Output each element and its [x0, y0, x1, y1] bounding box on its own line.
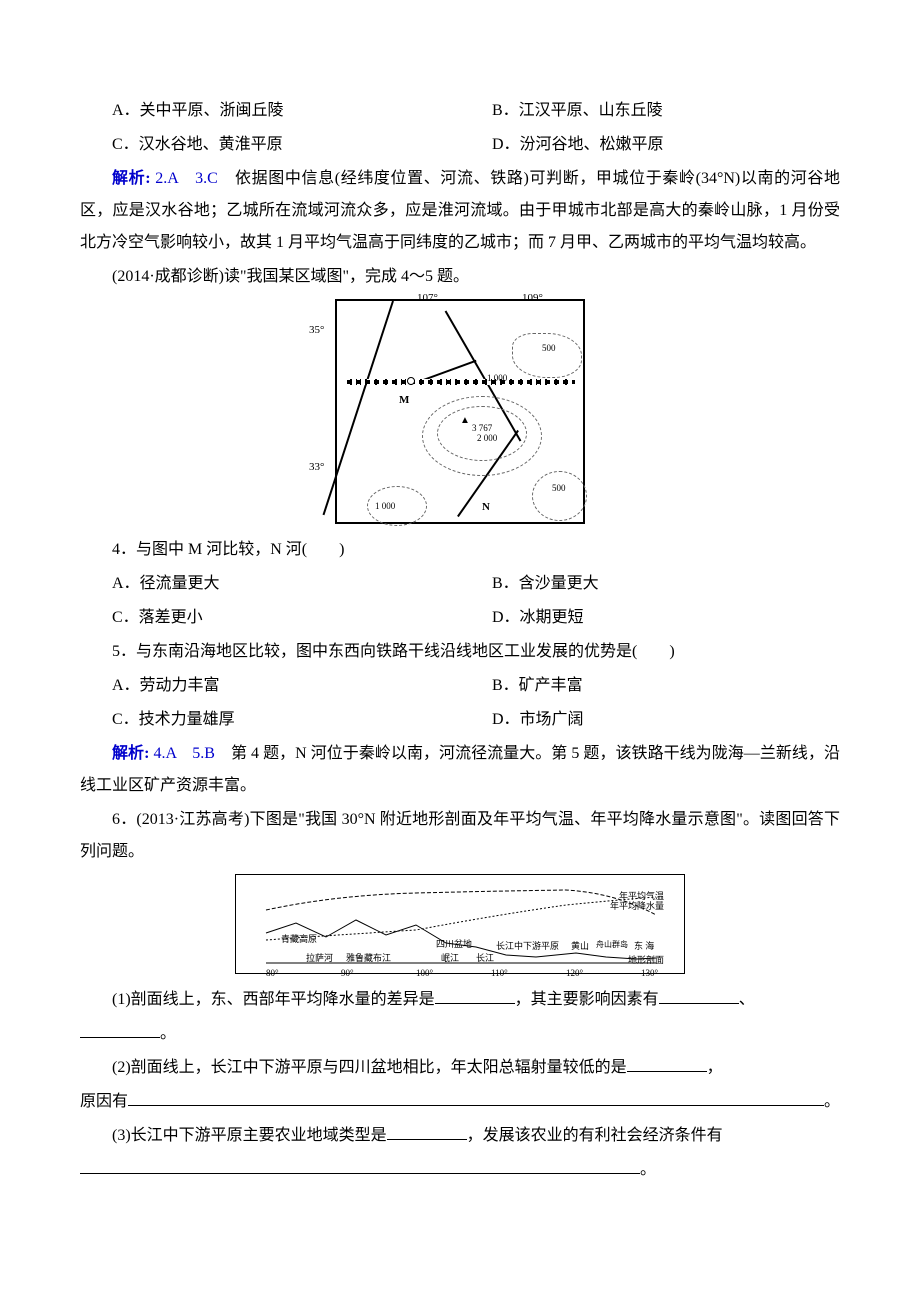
q6-1: (1)剖面线上，东、西部年平均降水量的差异是 ，其主要影响因素有 、	[80, 984, 840, 1016]
lat-35: 35°	[309, 319, 324, 341]
q4-b: B．含沙量更大	[460, 568, 840, 600]
river-west	[323, 301, 394, 516]
q6-2end: 。	[824, 1086, 840, 1118]
q6-1end: 。	[160, 1025, 176, 1042]
q6-1a: (1)剖面线上，东、西部年平均降水量的差异是	[112, 991, 435, 1008]
figure-profile-wrap: 年平均气温 年平均降水量 地形剖面 青藏高原 四川盆地 长江中下游平原 黄山 舟…	[80, 874, 840, 974]
xt-5: 130°	[641, 964, 658, 982]
peak-triangle: ▲	[460, 411, 470, 431]
option-c: C．汉水谷地、黄淮平原	[80, 129, 460, 161]
cl-1000a: 1 000	[487, 369, 507, 387]
answer-key-23: 2.A 3.C	[151, 170, 235, 187]
label-m: M	[399, 389, 409, 411]
lon-109: 109°	[522, 287, 543, 309]
region-3: 黄山	[571, 937, 589, 955]
region-2: 长江中下游平原	[496, 937, 559, 955]
xt-2: 100°	[416, 964, 433, 982]
lon-107: 107°	[417, 287, 438, 309]
q6-2b: ，	[707, 1059, 723, 1076]
explanation-2-3: 解析: 2.A 3.C 依据图中信息(经纬度位置、河流、铁路)可判断，甲城位于秦…	[80, 163, 840, 259]
q5-a: A．劳动力丰富	[80, 670, 460, 702]
q6-3a: (3)长江中下游平原主要农业地域类型是	[112, 1127, 387, 1144]
q6-1b: ，其主要影响因素有	[515, 991, 659, 1008]
blank-1a[interactable]	[435, 990, 515, 1004]
q6-2-row2: 原因有 。	[80, 1086, 840, 1118]
q5-b: B．矿产丰富	[460, 670, 840, 702]
region-5: 东 海	[634, 937, 654, 955]
label-n: N	[482, 496, 490, 518]
blank-1b[interactable]	[659, 990, 739, 1004]
river-0: 拉萨河	[306, 949, 333, 967]
q4-d: D．冰期更短	[460, 602, 840, 634]
marker-m	[407, 377, 415, 385]
xt-4: 120°	[566, 964, 583, 982]
explanation-label-45: 解析:	[112, 745, 149, 762]
xt-3: 110°	[491, 964, 508, 982]
q6-2a: (2)剖面线上，长江中下游平原与四川盆地相比，年太阳总辐射量较低的是	[112, 1059, 627, 1076]
explanation-label: 解析:	[112, 170, 151, 187]
q6-1c: 、	[739, 991, 755, 1008]
railway-line	[347, 379, 575, 385]
cl-1000b: 1 000	[375, 497, 395, 515]
q4-a: A．径流量更大	[80, 568, 460, 600]
q6-3b: ，发展该农业的有利社会经济条件有	[467, 1127, 723, 1144]
q6-3: (3)长江中下游平原主要农业地域类型是 ，发展该农业的有利社会经济条件有	[80, 1120, 840, 1152]
cl-500b: 500	[552, 479, 566, 497]
figure-profile: 年平均气温 年平均降水量 地形剖面 青藏高原 四川盆地 长江中下游平原 黄山 舟…	[235, 874, 685, 974]
option-d: D．汾河谷地、松嫩平原	[460, 129, 840, 161]
blank-3a[interactable]	[387, 1126, 467, 1140]
answer-key-45: 4.A 5.B	[149, 745, 231, 762]
q5-c: C．技术力量雄厚	[80, 704, 460, 736]
blank-2b[interactable]	[128, 1092, 824, 1106]
figure-map-wrap: 107° 109° 35° 33° M N 500 1 000 2 000 50…	[80, 299, 840, 524]
option-b: B．江汉平原、山东丘陵	[460, 95, 840, 127]
q6-3end: 。	[640, 1154, 656, 1186]
stem-6: 6．(2013·江苏高考)下图是"我国 30°N 附近地形剖面及年平均气温、年平…	[80, 804, 840, 868]
stem-45: (2014·成都诊断)读"我国某区域图"，完成 4～5 题。	[80, 261, 840, 293]
q6-2c: 原因有	[80, 1086, 128, 1118]
q5-d: D．市场广阔	[460, 704, 840, 736]
q6-3-row2: 。	[80, 1154, 840, 1186]
cl-500a: 500	[542, 339, 556, 357]
legend-precip: 年平均降水量	[610, 897, 664, 915]
q5-stem: 5．与东南沿海地区比较，图中东西向铁路干线沿线地区工业发展的优势是( )	[80, 636, 840, 668]
region-0: 青藏高原	[281, 930, 317, 948]
figure-map: 107° 109° 35° 33° M N 500 1 000 2 000 50…	[335, 299, 585, 524]
blank-2a[interactable]	[627, 1058, 707, 1072]
xt-1: 90°	[341, 964, 354, 982]
blank-3b[interactable]	[80, 1160, 640, 1174]
river-2: 岷江	[441, 949, 459, 967]
explanation-4-5: 解析: 4.A 5.B 第 4 题，N 河位于秦岭以南，河流径流量大。第 5 题…	[80, 738, 840, 802]
lat-33: 33°	[309, 456, 324, 478]
q4-stem: 4．与图中 M 河比较，N 河( )	[80, 534, 840, 566]
region-4: 舟山群岛	[596, 937, 628, 953]
xt-0: 80°	[266, 964, 279, 982]
peak-label: 3 767	[472, 419, 492, 437]
q6-2: (2)剖面线上，长江中下游平原与四川盆地相比，年太阳总辐射量较低的是 ，	[80, 1052, 840, 1084]
q6-1-row2: 。	[80, 1018, 840, 1050]
q4-c: C．落差更小	[80, 602, 460, 634]
blank-1c[interactable]	[80, 1024, 160, 1038]
option-a: A．关中平原、浙闽丘陵	[80, 95, 460, 127]
